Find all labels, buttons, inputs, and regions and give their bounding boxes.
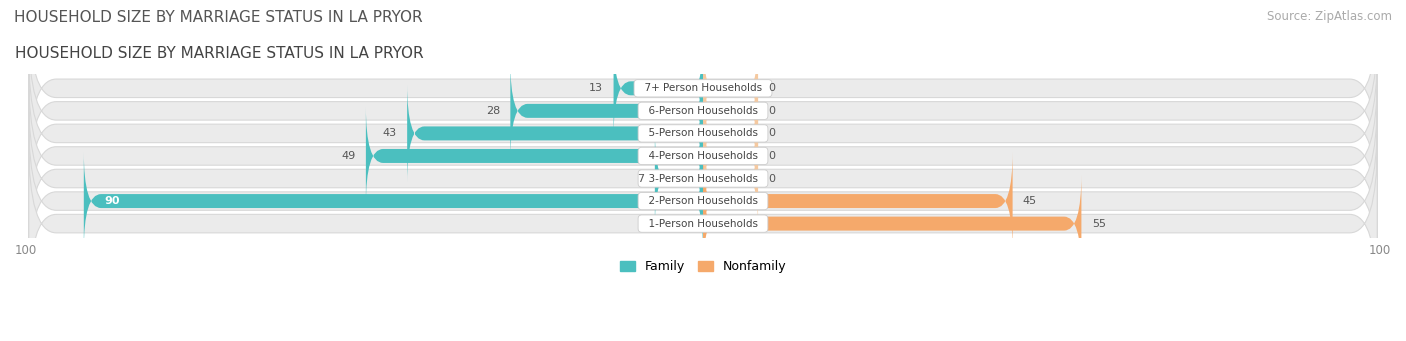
Text: 90: 90	[104, 196, 120, 206]
Text: 2-Person Households: 2-Person Households	[641, 196, 765, 206]
Text: 4-Person Households: 4-Person Households	[641, 151, 765, 161]
Text: 100: 100	[15, 244, 37, 257]
FancyBboxPatch shape	[703, 84, 758, 183]
Text: 28: 28	[486, 106, 501, 116]
Text: 1-Person Households: 1-Person Households	[641, 219, 765, 228]
Text: 0: 0	[768, 83, 775, 93]
Text: 7+ Person Households: 7+ Person Households	[638, 83, 768, 93]
Legend: Family, Nonfamily: Family, Nonfamily	[614, 255, 792, 278]
Text: 100: 100	[1369, 244, 1391, 257]
FancyBboxPatch shape	[28, 8, 1378, 169]
FancyBboxPatch shape	[510, 61, 703, 160]
FancyBboxPatch shape	[28, 75, 1378, 237]
Text: HOUSEHOLD SIZE BY MARRIAGE STATUS IN LA PRYOR: HOUSEHOLD SIZE BY MARRIAGE STATUS IN LA …	[15, 46, 423, 61]
FancyBboxPatch shape	[28, 143, 1378, 305]
Text: 3-Person Households: 3-Person Households	[641, 174, 765, 183]
Text: 55: 55	[1091, 219, 1105, 228]
FancyBboxPatch shape	[703, 129, 758, 228]
FancyBboxPatch shape	[366, 107, 703, 205]
Text: Source: ZipAtlas.com: Source: ZipAtlas.com	[1267, 10, 1392, 23]
FancyBboxPatch shape	[655, 129, 703, 228]
Text: 5-Person Households: 5-Person Households	[641, 129, 765, 138]
FancyBboxPatch shape	[703, 61, 758, 160]
Text: HOUSEHOLD SIZE BY MARRIAGE STATUS IN LA PRYOR: HOUSEHOLD SIZE BY MARRIAGE STATUS IN LA …	[14, 10, 423, 25]
Text: 0: 0	[768, 174, 775, 183]
Text: 49: 49	[342, 151, 356, 161]
Text: 0: 0	[768, 106, 775, 116]
Text: 43: 43	[382, 129, 396, 138]
Text: 13: 13	[589, 83, 603, 93]
FancyBboxPatch shape	[28, 120, 1378, 282]
FancyBboxPatch shape	[703, 174, 1081, 273]
FancyBboxPatch shape	[408, 84, 703, 183]
Text: 45: 45	[1024, 196, 1038, 206]
FancyBboxPatch shape	[703, 152, 1012, 250]
FancyBboxPatch shape	[703, 39, 758, 138]
Text: 0: 0	[768, 129, 775, 138]
FancyBboxPatch shape	[28, 53, 1378, 214]
FancyBboxPatch shape	[703, 107, 758, 205]
FancyBboxPatch shape	[28, 30, 1378, 192]
Text: 6-Person Households: 6-Person Households	[641, 106, 765, 116]
FancyBboxPatch shape	[84, 152, 703, 250]
Text: 7: 7	[637, 174, 644, 183]
FancyBboxPatch shape	[613, 39, 703, 138]
FancyBboxPatch shape	[28, 98, 1378, 260]
Text: 0: 0	[768, 151, 775, 161]
